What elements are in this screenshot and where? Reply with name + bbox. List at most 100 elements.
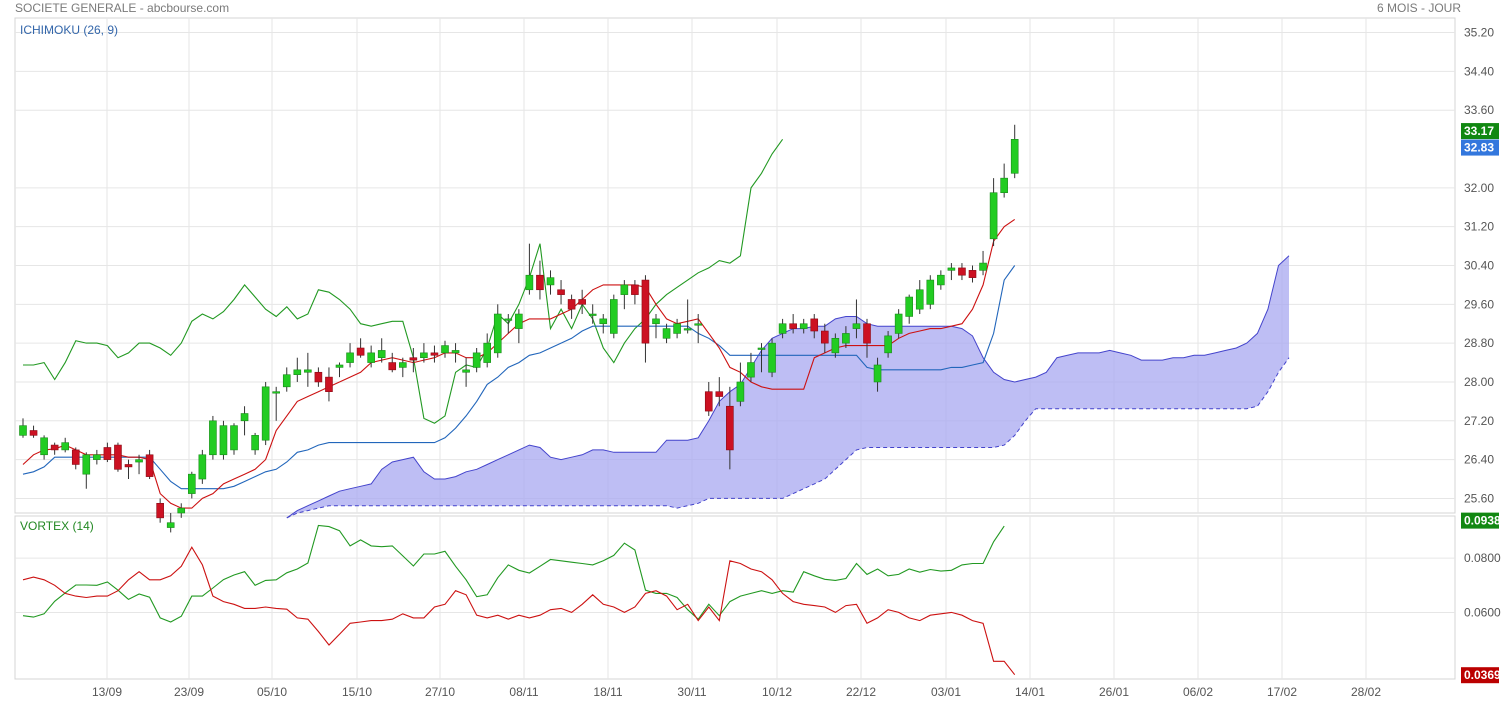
candle-body <box>747 362 755 378</box>
x-tick-label: 17/02 <box>1267 685 1297 699</box>
candle-body <box>546 277 555 286</box>
x-tick-label: 26/01 <box>1099 685 1129 699</box>
candle-body <box>293 369 302 375</box>
candle-body <box>367 352 375 363</box>
candle-body <box>29 430 38 436</box>
candle-body <box>525 274 534 291</box>
candle-body <box>114 444 122 470</box>
candle-body <box>578 299 586 305</box>
candle-body <box>1010 139 1019 174</box>
candle-body <box>282 374 291 388</box>
candle-body <box>842 333 850 344</box>
candle-body <box>831 337 840 354</box>
y-tick-label: 32.00 <box>1464 181 1494 195</box>
ichimoku-cloud <box>286 255 1290 519</box>
candle-body <box>82 454 91 475</box>
candle-body <box>166 522 175 528</box>
candle-body <box>715 391 724 397</box>
candle-body <box>557 289 565 295</box>
vi-plus-line <box>22 524 1005 623</box>
candle-body <box>768 342 776 373</box>
candle-body <box>652 318 660 325</box>
candle-body <box>599 318 608 325</box>
candle-body <box>683 328 692 331</box>
senkou-span-a <box>286 255 1290 519</box>
candle-body <box>968 270 977 278</box>
y-tick-label: 26.40 <box>1464 453 1494 467</box>
y-tick-label: 28.80 <box>1464 336 1494 350</box>
senkou-span-b <box>286 357 1290 519</box>
y-tick-label: 25.60 <box>1464 491 1494 505</box>
candle-body <box>145 454 154 477</box>
x-tick-label: 22/12 <box>846 685 876 699</box>
candle-body <box>356 347 365 356</box>
candle-body <box>261 386 270 441</box>
period-label: 6 MOIS - JOUR <box>1376 1 1461 15</box>
candle-body <box>209 420 217 456</box>
y-tick-label: 34.40 <box>1464 64 1494 78</box>
candle-body <box>230 425 238 451</box>
candle-body <box>609 299 618 334</box>
candle-body <box>915 289 924 310</box>
candle-body <box>536 274 544 291</box>
candle-body <box>905 296 914 317</box>
y-tick-label: 29.60 <box>1464 297 1494 311</box>
candle-body <box>515 313 523 329</box>
x-tick-label: 15/10 <box>342 685 372 699</box>
candle-body <box>177 507 186 514</box>
vortex-lines <box>22 524 1016 676</box>
x-tick-label: 03/01 <box>931 685 961 699</box>
candle-body <box>799 323 808 329</box>
price-badge-bg <box>1461 139 1499 156</box>
vortex-badge: 0.0369 <box>1464 668 1501 682</box>
candle-body <box>377 350 386 359</box>
candle-body <box>493 313 502 354</box>
vi-minus-line <box>22 546 1016 676</box>
y-tick-label: 35.20 <box>1464 26 1494 40</box>
candle-body <box>631 284 639 295</box>
candle-body <box>504 318 513 321</box>
candle-body <box>641 279 650 344</box>
price-badge: 33.17 <box>1464 124 1494 138</box>
candle-body <box>863 323 871 344</box>
candle-body <box>198 454 207 480</box>
candle-body <box>472 352 481 368</box>
x-tick-label: 30/11 <box>677 685 706 699</box>
candle-body <box>156 502 164 519</box>
candle-body <box>1000 177 1008 194</box>
candle-body <box>736 381 745 402</box>
candles <box>19 124 1019 533</box>
candle-body <box>937 274 945 286</box>
vortex-tick-label: 0.0600 <box>1464 605 1501 619</box>
x-tick-label: 28/02 <box>1351 685 1381 699</box>
y-tick-label: 27.20 <box>1464 414 1494 428</box>
x-tick-label: 14/01 <box>1015 685 1045 699</box>
candle-body <box>430 352 439 356</box>
candle-body <box>50 444 59 451</box>
candle-body <box>926 279 935 305</box>
candle-body <box>314 371 323 383</box>
candle-body <box>346 352 354 363</box>
candle-body <box>726 405 734 451</box>
candle-body <box>704 391 713 412</box>
candle-body <box>588 313 597 316</box>
candle-body <box>451 350 460 354</box>
candle-body <box>852 323 861 329</box>
y-tick-label: 30.40 <box>1464 259 1494 273</box>
vortex-badge-bg <box>1461 512 1499 529</box>
candle-body <box>789 323 797 329</box>
y-tick-label: 33.60 <box>1464 103 1494 117</box>
candle-body <box>567 299 576 310</box>
x-tick-label: 23/09 <box>174 685 204 699</box>
candle-body <box>93 454 101 460</box>
candle-body <box>135 459 143 463</box>
candle-body <box>240 413 249 422</box>
axes: 13/09 23/09 05/10 15/10 27/10 08/11 18/11 30/11… <box>92 26 1501 699</box>
candle-body <box>388 362 397 371</box>
candle-body <box>71 449 80 465</box>
candle-body <box>124 464 133 468</box>
candle-body <box>873 364 882 383</box>
candle-body <box>662 328 671 339</box>
candle-body <box>620 284 629 295</box>
y-tick-label: 31.20 <box>1464 220 1494 234</box>
